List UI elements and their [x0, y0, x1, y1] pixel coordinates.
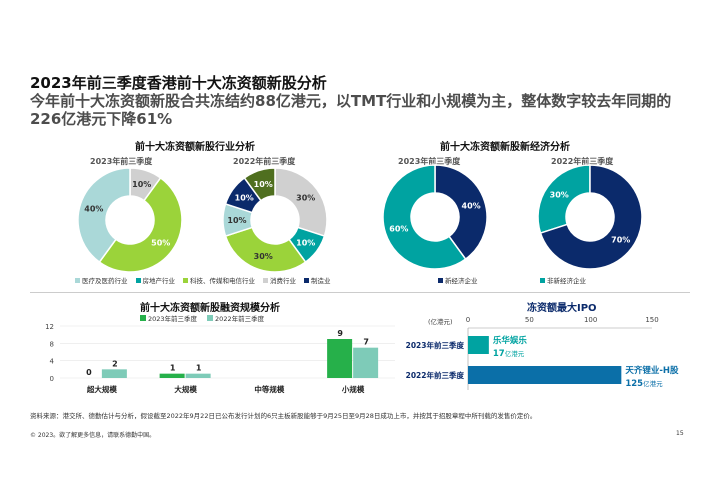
donut-slice-label: 50%	[151, 238, 170, 247]
economy-section-title: 前十大冻资额新股新经济分析	[440, 142, 570, 153]
size-chart-title: 前十大冻资额新股融资规模分析	[140, 303, 280, 314]
category-label: 小规模	[342, 384, 365, 394]
ipo-bar	[468, 336, 489, 354]
donut-slice-label: 30%	[296, 194, 315, 203]
size-bar-label: 1	[196, 364, 202, 373]
size-bar	[101, 369, 127, 378]
y-tick-label: 0	[50, 375, 54, 383]
economy-2023-donut: 40% 60%	[382, 164, 488, 270]
size-bar-label: 9	[337, 329, 343, 338]
donut-slice	[98, 176, 183, 273]
donut-slice	[434, 164, 488, 261]
legend-2022: 2022年前三季度	[207, 313, 264, 323]
donut-slice-label: 30%	[254, 252, 273, 261]
donut-slice-label: 40%	[84, 204, 103, 213]
size-bar	[159, 373, 185, 378]
size-bar	[353, 347, 379, 378]
economy-2023-label: 2023年前三季度	[398, 157, 461, 166]
y-tick-label: 12	[45, 323, 54, 331]
legend-medical: 医疗及医药行业	[75, 275, 128, 285]
ipo-name: 天齐锂业-H股	[625, 365, 679, 376]
legend-new-economy: 新经济企业	[438, 275, 478, 285]
size-bar-chart: 0 4 8 12 0 2 超大规模 1 1 大规模 中等规模 9 7 小规模	[45, 323, 395, 394]
category-label: 大规模	[174, 384, 197, 394]
legend-manufacturing: 制造业	[304, 275, 331, 285]
size-legend: 2023年前三季度 2022年前三季度	[140, 313, 264, 323]
economy-2022-label: 2022年前三季度	[551, 157, 614, 166]
size-bar-label: 1	[170, 364, 176, 373]
donut-slice	[382, 164, 467, 270]
ipo-bar	[468, 366, 622, 384]
donut-slice-label: 60%	[389, 225, 408, 234]
donut-slice-label: 40%	[462, 201, 481, 210]
ipo-name: 乐华娱乐	[493, 335, 528, 346]
size-bar	[185, 373, 211, 378]
donut-slice-label: 10%	[235, 194, 254, 203]
ipo-category-label: 2023年前三季度	[406, 340, 465, 350]
x-tick-label: 150	[645, 316, 658, 324]
page-subtitle: 今年前十大冻资额新股合共冻结约88亿港元，以TMT行业和小规模为主，整体数字较去…	[30, 92, 672, 128]
donut-slice	[77, 167, 131, 264]
economy-2022-donut: 30% 70%	[537, 164, 643, 270]
x-tick-label: 50	[525, 316, 534, 324]
size-bar-label: 7	[363, 338, 369, 347]
category-label: 超大规模	[86, 384, 117, 394]
donut-slice	[539, 164, 643, 270]
donut-slice	[243, 167, 276, 202]
donut-slice-label: 10%	[132, 180, 151, 189]
page-title: 2023年前三季度香港前十大冻资额新股分析	[30, 74, 327, 92]
source-note: 资料来源：港交所、德勤估计与分析，假设截至2022年9月22日已公布发行计划的6…	[30, 412, 537, 420]
size-bar-label: 2	[112, 359, 118, 368]
divider	[30, 292, 690, 293]
legend-realestate: 房地产行业	[135, 275, 175, 285]
industry-2023-donut: 10% 50% 40%	[77, 167, 183, 273]
donut-slice	[224, 226, 307, 273]
donut-slice	[274, 167, 328, 238]
donut-slice-label: 10%	[227, 216, 246, 225]
ipo-category-label: 2022年前三季度	[406, 370, 465, 380]
industry-2022-label: 2022年前三季度	[233, 157, 296, 166]
y-tick-label: 4	[50, 358, 55, 366]
donut-slice-label: 70%	[611, 235, 630, 244]
category-label: 中等规模	[254, 384, 284, 394]
ipo-value: 17亿港元	[493, 349, 525, 359]
size-bar	[327, 339, 353, 378]
industry-2023-label: 2023年前三季度	[90, 157, 153, 166]
legend-non-new-economy: 非新经济企业	[540, 275, 586, 285]
x-tick-label: 0	[466, 316, 470, 324]
legend-tmt: 科技、传媒和电信行业	[183, 275, 255, 285]
legend-2023: 2023年前三季度	[140, 313, 197, 323]
page-number: 15	[676, 430, 684, 437]
donut-slice-label: 10%	[254, 180, 273, 189]
industry-section-title: 前十大冻资额新股行业分析	[135, 142, 255, 153]
donut-slice	[537, 164, 591, 235]
y-tick-label: 8	[50, 340, 54, 348]
industry-2022-donut: 30%10%30%10%10%10%	[222, 167, 328, 273]
unit-label: (亿港元)	[428, 317, 453, 326]
industry-legend: 医疗及医药行业 房地产行业 科技、传媒和电信行业 消费行业 制造业	[75, 275, 331, 285]
legend-consumer: 消费行业	[263, 275, 296, 285]
ipo-bar-chart: (亿港元) 0 50 100 150 2023年前三季度 乐华娱乐 17亿港元 2022年前三季…	[406, 316, 679, 390]
x-tick-label: 100	[584, 316, 597, 324]
footer-copyright: © 2023。欲了解更多信息，请联系德勤中国。	[30, 432, 156, 439]
size-bar-label: 0	[86, 368, 92, 377]
ipo-value: 125亿港元	[625, 379, 663, 389]
donut-slice-label: 30%	[550, 191, 569, 200]
donut-slice-label: 10%	[296, 238, 315, 247]
ipo-chart-title: 冻资额最大IPO	[527, 303, 597, 314]
